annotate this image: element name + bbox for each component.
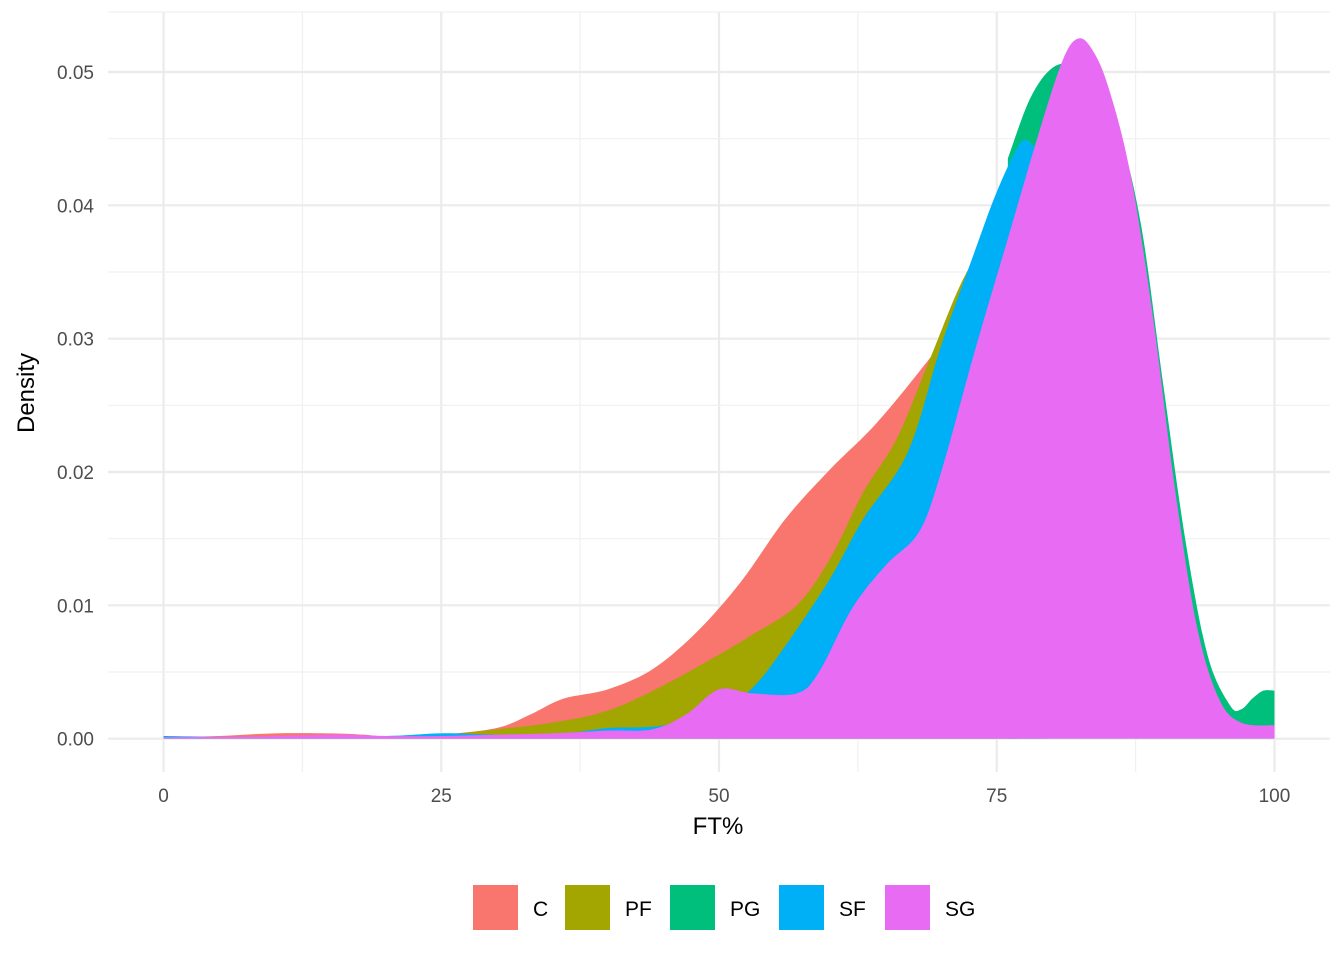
x-tick-label: 75	[986, 786, 1007, 807]
y-tick-label: 0.03	[57, 330, 94, 351]
legend-key-pg	[670, 885, 715, 930]
legend-key-sf	[779, 885, 824, 930]
legend-label-sg: SG	[945, 898, 975, 921]
legend-key-c	[473, 885, 518, 930]
x-tick-label: 100	[1259, 786, 1291, 807]
y-tick-label: 0.05	[57, 63, 94, 84]
legend-key-sg	[885, 885, 930, 930]
legend-label-pf: PF	[625, 898, 652, 921]
axis-ticks: 0 25 50 75 100 0.00 0.01 0.02 0.03 0.04 0.05	[57, 63, 1290, 807]
legend: C PF PG SF SG	[473, 885, 975, 930]
density-area-pf	[163, 205, 1019, 739]
x-tick-label: 0	[158, 786, 169, 807]
x-tick-label: 25	[431, 786, 452, 807]
y-tick-label: 0.00	[57, 730, 94, 751]
legend-label-pg: PG	[730, 898, 760, 921]
y-axis-title: Density	[13, 353, 40, 433]
y-tick-label: 0.02	[57, 463, 94, 484]
y-tick-label: 0.04	[57, 196, 94, 217]
y-tick-label: 0.01	[57, 596, 94, 617]
legend-key-pf	[565, 885, 610, 930]
density-area-sg	[163, 38, 1275, 739]
legend-label-sf: SF	[839, 898, 866, 921]
density-area-sf	[163, 139, 1047, 739]
x-axis-title: FT%	[693, 813, 744, 840]
density-areas	[163, 38, 1275, 739]
x-tick-label: 50	[708, 786, 729, 807]
legend-label-c: C	[533, 898, 548, 921]
